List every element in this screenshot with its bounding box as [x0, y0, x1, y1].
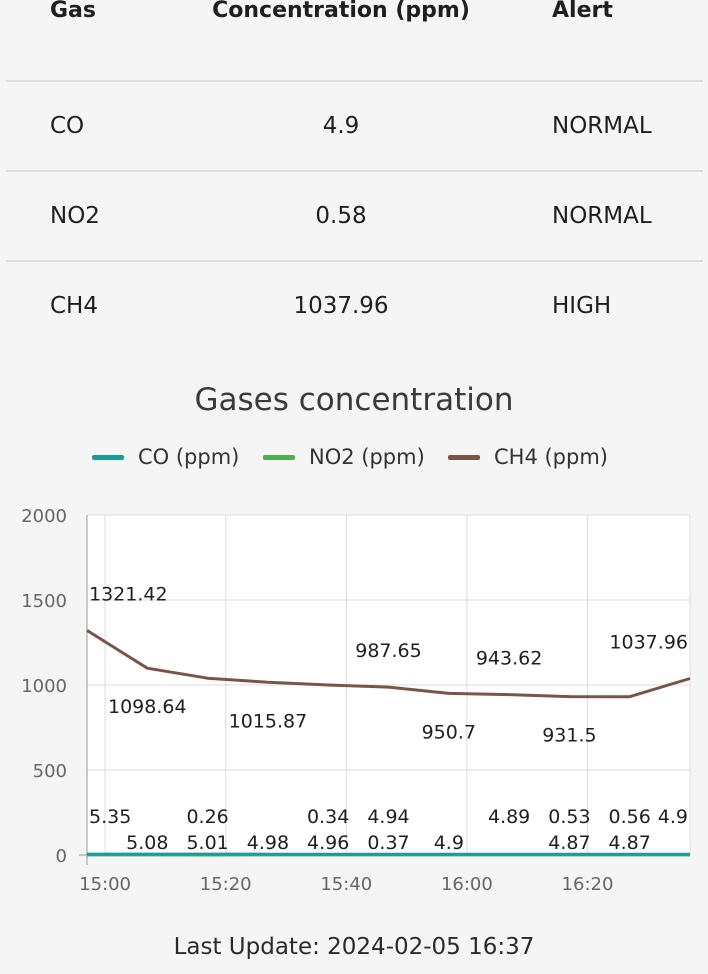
chart-legend: CO (ppm) NO2 (ppm) CH4 (ppm): [0, 445, 708, 475]
header-concentration: Concentration (ppm): [212, 0, 470, 23]
data-label: 5.01: [186, 832, 228, 854]
data-label: 0.56: [609, 806, 651, 828]
table-header-row: Gas Concentration (ppm) Alert: [6, 0, 703, 82]
concentration-cell: 4.9: [322, 113, 360, 139]
data-label: 4.87: [548, 832, 590, 854]
data-label: 1321.42: [89, 583, 168, 605]
data-label: 1098.64: [108, 696, 187, 718]
alert-cell: NORMAL: [552, 203, 652, 229]
last-update-text: Last Update: 2024-02-05 16:37: [173, 934, 535, 960]
x-tick-label: 16:00: [441, 874, 493, 895]
data-label: 4.9: [658, 806, 688, 828]
x-tick-label: 15:00: [79, 874, 131, 895]
data-label: 0.53: [548, 806, 590, 828]
data-label: 4.96: [307, 832, 349, 854]
legend-item-ch4[interactable]: CH4 (ppm): [448, 445, 608, 469]
gas-cell: NO2: [50, 203, 100, 229]
gas-cell: CO: [50, 113, 85, 139]
data-label: 1015.87: [229, 710, 308, 732]
data-label: 950.7: [422, 721, 476, 743]
data-label: 4.94: [367, 806, 409, 828]
data-label: 4.9: [434, 832, 464, 854]
chart-title: Gases concentration: [194, 382, 514, 418]
legend-label: CH4 (ppm): [494, 445, 608, 469]
data-label: 4.89: [488, 806, 530, 828]
alert-cell: NORMAL: [552, 113, 652, 139]
concentration-cell: 0.58: [315, 203, 367, 229]
data-label: 4.87: [609, 832, 651, 854]
legend-swatch-co: [92, 454, 124, 460]
y-tick-label: 2000: [21, 506, 67, 527]
table-row: CH4 1037.96 HIGH: [6, 262, 703, 350]
x-tick-label: 16:20: [562, 874, 614, 895]
data-label: 1037.96: [609, 632, 688, 654]
gas-cell: CH4: [50, 293, 98, 319]
legend-label: NO2 (ppm): [309, 445, 425, 469]
y-tick-label: 1000: [21, 676, 67, 697]
y-tick-label: 1500: [21, 591, 67, 612]
x-tick-label: 15:40: [320, 874, 372, 895]
legend-item-no2[interactable]: NO2 (ppm): [263, 445, 425, 469]
table-row: NO2 0.58 NORMAL: [6, 172, 703, 262]
legend-swatch-no2: [263, 454, 295, 460]
data-label: 0.37: [367, 832, 409, 854]
legend-swatch-ch4: [448, 454, 480, 460]
header-alert: Alert: [552, 0, 613, 23]
y-tick-label: 500: [33, 761, 67, 782]
alert-cell: HIGH: [552, 293, 612, 319]
data-label: 931.5: [542, 725, 596, 747]
line-chart: 0 500 1000 1500 2000 15:00 15:20 15:40 16:00 16:2…: [21, 506, 691, 895]
header-gas: Gas: [50, 0, 96, 23]
data-label: 5.35: [89, 806, 131, 828]
data-label: 4.98: [247, 832, 289, 854]
gas-table: Gas Concentration (ppm) Alert CO 4.9 NOR…: [6, 0, 703, 350]
y-tick-label: 0: [56, 846, 67, 867]
data-label: 987.65: [355, 640, 421, 662]
concentration-cell: 1037.96: [293, 293, 389, 319]
table-row: CO 4.9 NORMAL: [6, 82, 703, 172]
data-label: 943.62: [476, 648, 542, 670]
legend-label: CO (ppm): [138, 445, 240, 469]
data-label: 0.26: [186, 806, 228, 828]
data-label: 5.08: [126, 832, 168, 854]
data-label: 0.34: [307, 806, 349, 828]
series-line-ch4: [86, 629, 691, 699]
x-tick-label: 15:20: [200, 874, 252, 895]
legend-item-co[interactable]: CO (ppm): [92, 445, 239, 469]
